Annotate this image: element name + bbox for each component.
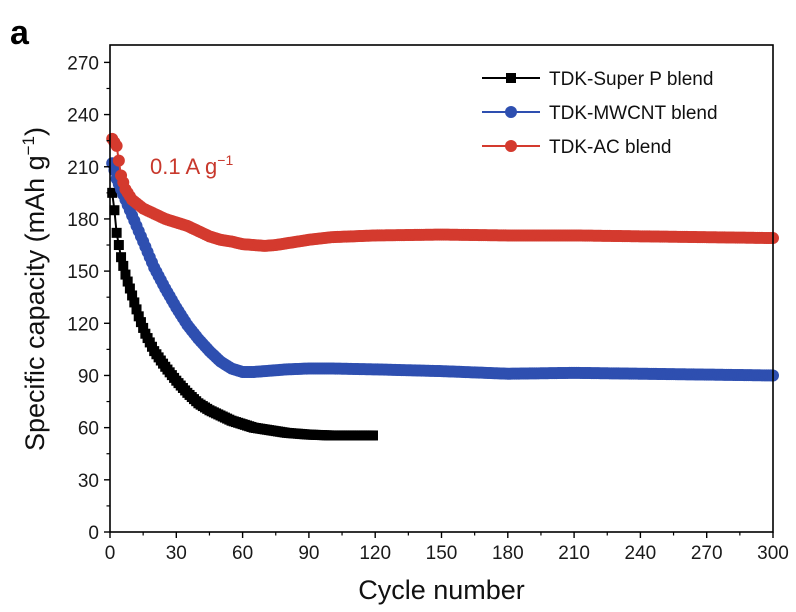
y-axis-title-sup: −1 [19, 136, 38, 155]
data-point [122, 276, 133, 287]
x-axis-title: Cycle number [358, 575, 525, 605]
x-tick-label: 60 [232, 543, 253, 564]
series-line [111, 162, 774, 377]
data-point [120, 269, 131, 280]
rate-annotation-sup: −1 [217, 152, 233, 168]
data-point [110, 139, 123, 152]
data-point [109, 205, 120, 216]
x-tick-label: 30 [166, 543, 187, 564]
x-tick-label: 150 [426, 543, 458, 564]
x-tick-label: 300 [757, 543, 789, 564]
legend-label: TDK-AC blend [549, 137, 672, 158]
data-point [107, 187, 118, 198]
data-point [112, 154, 125, 167]
data-point [127, 290, 138, 301]
x-tick-label: 180 [492, 543, 524, 564]
legend-swatch-marker [505, 106, 517, 118]
y-tick-label: 60 [78, 419, 99, 440]
series-0 [107, 187, 378, 441]
y-tick-label: 120 [67, 314, 99, 335]
legend-item: TDK-AC blend [482, 137, 672, 158]
x-tick-label: 0 [105, 543, 116, 564]
y-tick-label: 240 [67, 106, 99, 127]
y-tick-label: 90 [78, 366, 99, 387]
data-point [135, 317, 146, 328]
legend: TDK-Super P blend TDK-MWCNT blend TDK-AC b… [482, 69, 718, 158]
y-tick-label: 150 [67, 262, 99, 283]
series-2 [106, 132, 779, 252]
x-tick-label: 270 [691, 543, 723, 564]
legend-swatch-marker [505, 140, 517, 152]
data-point [138, 322, 149, 333]
legend-item: TDK-MWCNT blend [482, 103, 718, 124]
y-tick-label: 30 [78, 471, 99, 492]
x-tick-label: 240 [625, 543, 657, 564]
legend-swatch-marker [506, 73, 516, 83]
rate-annotation: 0.1 A g−1 [150, 152, 233, 179]
y-axis-title: Specific capacity (mAh g−1) [19, 127, 50, 451]
legend-label: TDK-Super P blend [549, 69, 713, 90]
x-tick-label: 120 [359, 543, 391, 564]
panel-label: a [10, 14, 30, 52]
axis-layer: 0 30 60 90 120 150 180 210 240 270 300 0 30 60 90 120 15… [67, 53, 789, 564]
legend-label: TDK-MWCNT blend [549, 103, 718, 124]
data-point [124, 283, 135, 294]
data-point [116, 252, 127, 263]
data-point [129, 297, 140, 308]
data-point [131, 304, 142, 315]
data-point [111, 227, 122, 238]
x-tick-label: 210 [558, 543, 590, 564]
data-point [367, 430, 378, 441]
y-axis-title-suffix: ) [20, 127, 50, 136]
data-point [113, 240, 124, 251]
y-tick-label: 180 [67, 210, 99, 231]
y-axis-title-text: Specific capacity (mAh g [20, 155, 50, 451]
y-tick-label: 210 [67, 158, 99, 179]
rate-annotation-text: 0.1 A g [150, 154, 217, 179]
data-point [118, 260, 129, 271]
y-tick-label: 0 [88, 523, 99, 544]
series-line [111, 192, 373, 437]
y-tick-label: 270 [67, 53, 99, 74]
data-point [133, 311, 144, 322]
x-tick-label: 90 [298, 543, 319, 564]
series-layer [106, 132, 779, 441]
series-1 [106, 157, 779, 382]
legend-item: TDK-Super P blend [482, 69, 713, 90]
